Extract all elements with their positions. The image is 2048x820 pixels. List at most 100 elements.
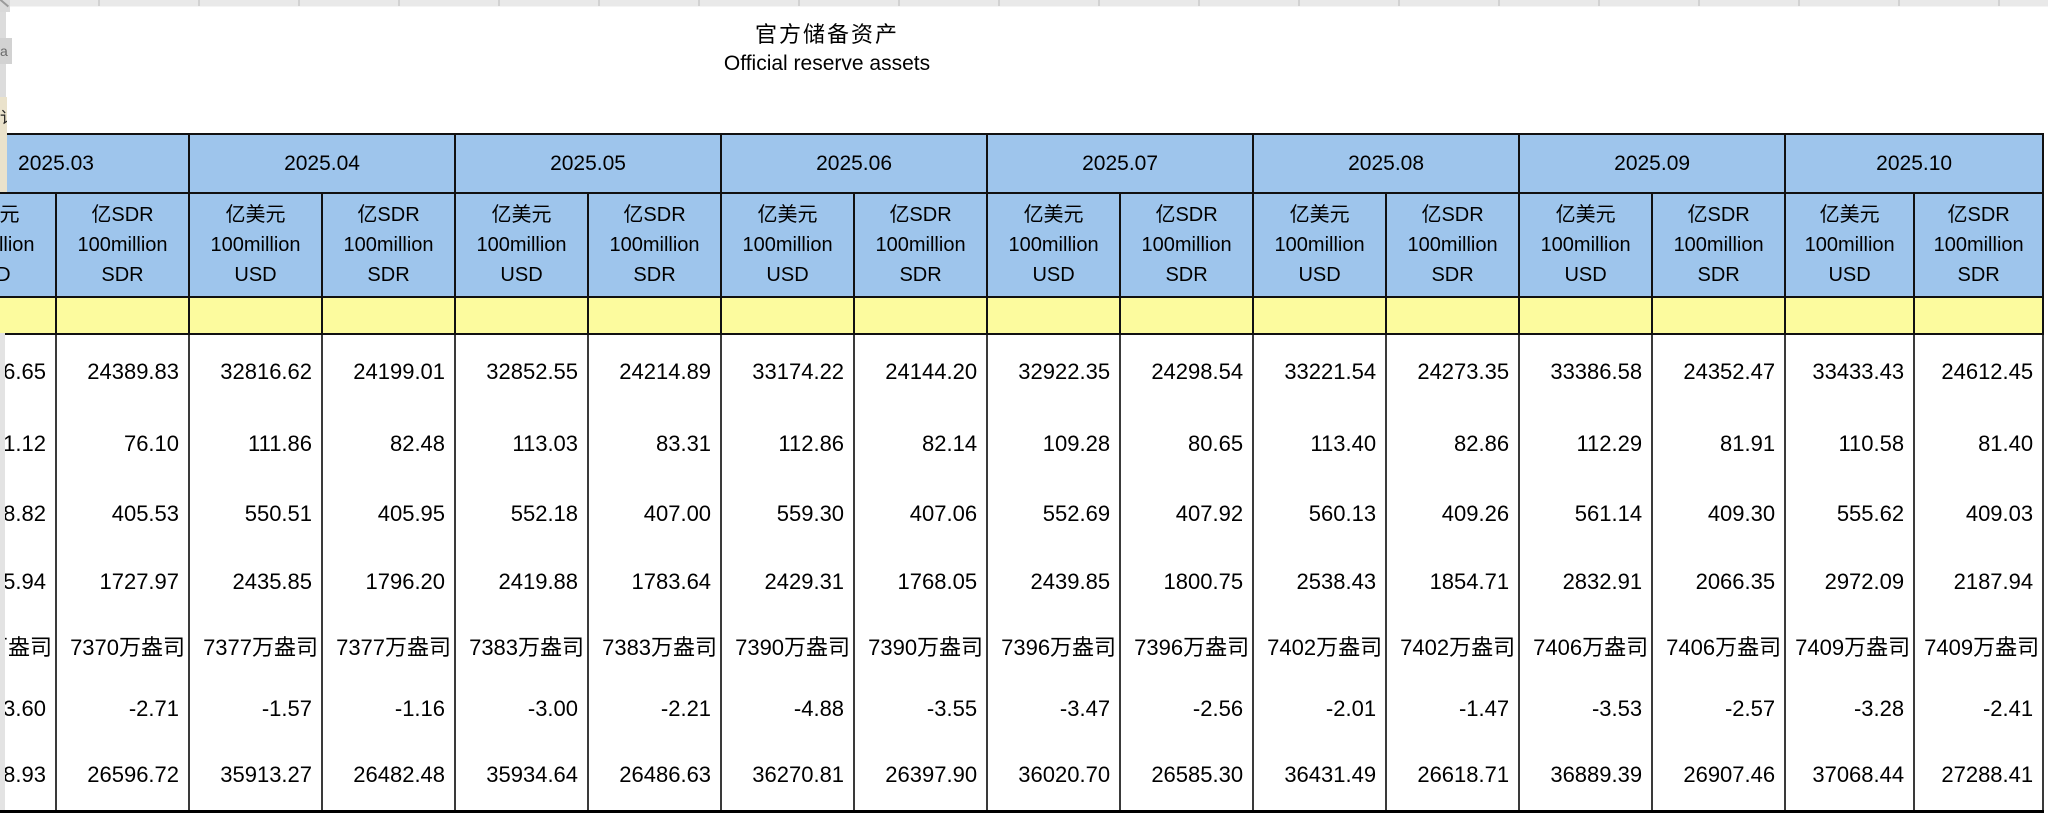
data-cell-r2-c15[interactable]: 110.58 bbox=[1784, 408, 1916, 479]
data-cell-r3-c12[interactable]: 409.26 bbox=[1385, 479, 1521, 549]
data-cell-r4-c13[interactable]: 2832.91 bbox=[1518, 549, 1654, 615]
data-cell-r7-c2[interactable]: 26596.72 bbox=[54, 741, 191, 813]
data-cell-r6-c3[interactable]: -1.57 bbox=[188, 676, 324, 741]
highlight-cell[interactable] bbox=[1385, 296, 1521, 335]
data-cell-r1-c15[interactable]: 33433.43 bbox=[1784, 333, 1916, 408]
highlight-cell[interactable] bbox=[853, 296, 989, 335]
data-cell-r4-c15[interactable]: 2972.09 bbox=[1784, 549, 1916, 615]
month-header-cell-2025.05[interactable]: 2025.05 bbox=[454, 133, 723, 194]
unit-header-usd-2025.08[interactable]: 亿美元 100million USD bbox=[1252, 192, 1388, 298]
data-cell-r5-c5[interactable]: 7383万盎司 bbox=[454, 615, 590, 676]
data-cell-r1-c3[interactable]: 32816.62 bbox=[188, 333, 324, 408]
data-cell-r2-c4[interactable]: 82.48 bbox=[321, 408, 457, 479]
data-cell-r5-c7[interactable]: 7390万盎司 bbox=[720, 615, 856, 676]
data-cell-r2-c6[interactable]: 83.31 bbox=[587, 408, 723, 479]
highlight-cell[interactable] bbox=[0, 296, 57, 335]
highlight-cell[interactable] bbox=[1913, 296, 2045, 335]
highlight-cell[interactable] bbox=[54, 296, 191, 335]
unit-header-usd-2025.07[interactable]: 亿美元 100million USD bbox=[986, 192, 1122, 298]
data-cell-r7-c15[interactable]: 37068.44 bbox=[1784, 741, 1916, 813]
data-cell-r4-c6[interactable]: 1783.64 bbox=[587, 549, 723, 615]
data-cell-r1-c16[interactable]: 24612.45 bbox=[1913, 333, 2045, 408]
data-cell-r1-c11[interactable]: 33221.54 bbox=[1252, 333, 1388, 408]
data-cell-r5-c9[interactable]: 7396万盎司 bbox=[986, 615, 1122, 676]
data-cell-r2-c1[interactable]: 1.12 bbox=[0, 408, 57, 479]
data-cell-r7-c9[interactable]: 36020.70 bbox=[986, 741, 1122, 813]
data-cell-r6-c2[interactable]: -2.71 bbox=[54, 676, 191, 741]
data-cell-r4-c5[interactable]: 2419.88 bbox=[454, 549, 590, 615]
data-cell-r4-c12[interactable]: 1854.71 bbox=[1385, 549, 1521, 615]
data-cell-r6-c6[interactable]: -2.21 bbox=[587, 676, 723, 741]
data-cell-r3-c16[interactable]: 409.03 bbox=[1913, 479, 2045, 549]
data-cell-r2-c3[interactable]: 111.86 bbox=[188, 408, 324, 479]
data-cell-r4-c1[interactable]: 5.94 bbox=[0, 549, 57, 615]
data-cell-r3-c14[interactable]: 409.30 bbox=[1651, 479, 1787, 549]
data-cell-r3-c9[interactable]: 552.69 bbox=[986, 479, 1122, 549]
data-cell-r7-c7[interactable]: 36270.81 bbox=[720, 741, 856, 813]
month-header-cell-2025.09[interactable]: 2025.09 bbox=[1518, 133, 1787, 194]
data-cell-r4-c3[interactable]: 2435.85 bbox=[188, 549, 324, 615]
data-cell-r3-c1[interactable]: 8.82 bbox=[0, 479, 57, 549]
data-cell-r5-c3[interactable]: 7377万盎司 bbox=[188, 615, 324, 676]
highlight-cell[interactable] bbox=[1784, 296, 1916, 335]
data-cell-r4-c10[interactable]: 1800.75 bbox=[1119, 549, 1255, 615]
data-cell-r2-c11[interactable]: 113.40 bbox=[1252, 408, 1388, 479]
data-cell-r2-c8[interactable]: 82.14 bbox=[853, 408, 989, 479]
data-cell-r5-c15[interactable]: 7409万盎司 bbox=[1784, 615, 1916, 676]
data-cell-r1-c7[interactable]: 33174.22 bbox=[720, 333, 856, 408]
data-cell-r5-c10[interactable]: 7396万盎司 bbox=[1119, 615, 1255, 676]
highlight-cell[interactable] bbox=[720, 296, 856, 335]
unit-header-sdr-2025.06[interactable]: 亿SDR 100million SDR bbox=[853, 192, 989, 298]
data-cell-r5-c14[interactable]: 7406万盎司 bbox=[1651, 615, 1787, 676]
data-cell-r6-c8[interactable]: -3.55 bbox=[853, 676, 989, 741]
data-cell-r6-c9[interactable]: -3.47 bbox=[986, 676, 1122, 741]
data-cell-r1-c13[interactable]: 33386.58 bbox=[1518, 333, 1654, 408]
data-cell-r4-c2[interactable]: 1727.97 bbox=[54, 549, 191, 615]
highlight-cell[interactable] bbox=[188, 296, 324, 335]
month-header-cell-2025.06[interactable]: 2025.06 bbox=[720, 133, 989, 194]
data-cell-r1-c9[interactable]: 32922.35 bbox=[986, 333, 1122, 408]
data-cell-r7-c13[interactable]: 36889.39 bbox=[1518, 741, 1654, 813]
data-cell-r3-c15[interactable]: 555.62 bbox=[1784, 479, 1916, 549]
data-cell-r5-c12[interactable]: 7402万盎司 bbox=[1385, 615, 1521, 676]
data-cell-r3-c6[interactable]: 407.00 bbox=[587, 479, 723, 549]
data-cell-r1-c8[interactable]: 24144.20 bbox=[853, 333, 989, 408]
highlight-cell[interactable] bbox=[321, 296, 457, 335]
data-cell-r3-c10[interactable]: 407.92 bbox=[1119, 479, 1255, 549]
data-cell-r2-c10[interactable]: 80.65 bbox=[1119, 408, 1255, 479]
data-cell-r5-c2[interactable]: 7370万盎司 bbox=[54, 615, 191, 676]
data-cell-r2-c5[interactable]: 113.03 bbox=[454, 408, 590, 479]
data-cell-r6-c7[interactable]: -4.88 bbox=[720, 676, 856, 741]
unit-header-usd-2025.04[interactable]: 亿美元 100million USD bbox=[188, 192, 324, 298]
data-cell-r7-c1[interactable]: 8.93 bbox=[0, 741, 57, 813]
data-cell-r4-c11[interactable]: 2538.43 bbox=[1252, 549, 1388, 615]
highlight-cell[interactable] bbox=[1119, 296, 1255, 335]
data-cell-r7-c10[interactable]: 26585.30 bbox=[1119, 741, 1255, 813]
data-cell-r7-c4[interactable]: 26482.48 bbox=[321, 741, 457, 813]
unit-header-usd-2025.05[interactable]: 亿美元 100million USD bbox=[454, 192, 590, 298]
highlight-cell[interactable] bbox=[1518, 296, 1654, 335]
unit-header-sdr-2025.05[interactable]: 亿SDR 100million SDR bbox=[587, 192, 723, 298]
data-cell-r1-c2[interactable]: 24389.83 bbox=[54, 333, 191, 408]
data-cell-r4-c7[interactable]: 2429.31 bbox=[720, 549, 856, 615]
unit-header-sdr-2025.04[interactable]: 亿SDR 100million SDR bbox=[321, 192, 457, 298]
data-cell-r5-c11[interactable]: 7402万盎司 bbox=[1252, 615, 1388, 676]
data-cell-r6-c12[interactable]: -1.47 bbox=[1385, 676, 1521, 741]
data-cell-r6-c15[interactable]: -3.28 bbox=[1784, 676, 1916, 741]
unit-header-sdr-2025.10[interactable]: 亿SDR 100million SDR bbox=[1913, 192, 2045, 298]
month-header-cell-2025.07[interactable]: 2025.07 bbox=[986, 133, 1255, 194]
data-cell-r3-c7[interactable]: 559.30 bbox=[720, 479, 856, 549]
data-cell-r2-c7[interactable]: 112.86 bbox=[720, 408, 856, 479]
data-cell-r2-c12[interactable]: 82.86 bbox=[1385, 408, 1521, 479]
data-cell-r3-c8[interactable]: 407.06 bbox=[853, 479, 989, 549]
data-cell-r5-c6[interactable]: 7383万盎司 bbox=[587, 615, 723, 676]
data-cell-r7-c6[interactable]: 26486.63 bbox=[587, 741, 723, 813]
data-cell-r4-c4[interactable]: 1796.20 bbox=[321, 549, 457, 615]
data-cell-r7-c14[interactable]: 26907.46 bbox=[1651, 741, 1787, 813]
data-cell-r6-c4[interactable]: -1.16 bbox=[321, 676, 457, 741]
unit-header-usd-2025.03[interactable]: 亿美元 100million USD bbox=[0, 192, 57, 298]
data-cell-r5-c4[interactable]: 7377万盎司 bbox=[321, 615, 457, 676]
data-cell-r6-c13[interactable]: -3.53 bbox=[1518, 676, 1654, 741]
unit-header-sdr-2025.09[interactable]: 亿SDR 100million SDR bbox=[1651, 192, 1787, 298]
month-header-cell-2025.04[interactable]: 2025.04 bbox=[188, 133, 457, 194]
